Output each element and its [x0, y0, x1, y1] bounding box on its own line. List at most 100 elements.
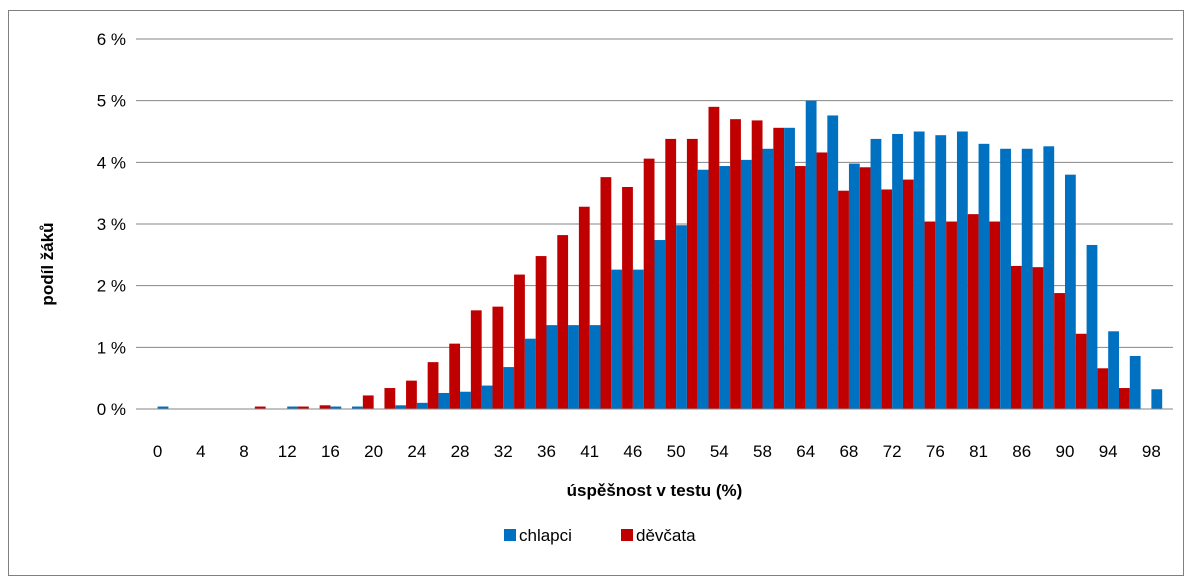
y-axis-title: podíl žáků [38, 222, 57, 305]
bar-divcata [298, 406, 309, 409]
bar-divcata [535, 256, 547, 409]
x-tick-label: 32 [494, 442, 513, 461]
bar-chlapci [870, 138, 882, 409]
bar-divcata [686, 138, 698, 409]
bar-chlapci [1151, 389, 1163, 409]
x-tick-label: 12 [278, 442, 297, 461]
y-tick-label: 3 % [97, 215, 126, 234]
bar-chlapci [1043, 146, 1055, 410]
bar-chlapci [524, 338, 536, 409]
x-tick-label: 8 [239, 442, 248, 461]
y-tick-label: 0 % [97, 400, 126, 419]
bar-chlapci [676, 225, 687, 409]
y-tick-label: 5 % [97, 92, 126, 111]
bar-divcata [794, 166, 806, 409]
y-tick-label: 2 % [97, 277, 126, 296]
x-tick-label: 24 [407, 442, 426, 461]
y-tick-label: 1 % [97, 338, 126, 357]
x-tick-label: 64 [796, 442, 815, 461]
x-tick-label: 90 [1056, 442, 1075, 461]
bar-chlapci [1000, 148, 1011, 409]
bar-chlapci [827, 115, 839, 409]
bar-divcata [989, 221, 1001, 409]
x-tick-label: 81 [969, 442, 988, 461]
bar-divcata [1032, 267, 1044, 409]
bar-chlapci [1108, 331, 1119, 409]
bar-divcata [816, 152, 828, 409]
bar-chlapci [330, 406, 342, 409]
bar-chlapci [416, 402, 428, 409]
bar-chlapci [546, 325, 558, 409]
x-tick-label: 54 [710, 442, 729, 461]
bar-divcata [622, 187, 633, 409]
bar-chlapci [913, 131, 925, 409]
bar-divcata [578, 206, 590, 409]
x-tick-label: 20 [364, 442, 383, 461]
x-tick-label: 28 [451, 442, 470, 461]
bar-divcata [946, 221, 957, 409]
x-tick-label: 16 [321, 442, 340, 461]
bar-chlapci [460, 391, 471, 409]
legend-label-divcata: děvčata [636, 526, 696, 545]
x-tick-label: 68 [839, 442, 858, 461]
chart-area: 0 % 1 % 2 % 3 % 4 % 5 % 6 % 0 4 8 12 16 20 24 28 32 36 41… [8, 10, 1184, 576]
bar-divcata [600, 177, 612, 409]
bar-chart: 0 % 1 % 2 % 3 % 4 % 5 % 6 % 0 4 8 12 16 20 24 28 32 36 41… [38, 30, 1173, 545]
bar-chlapci [762, 148, 774, 409]
bar-chlapci [784, 127, 795, 410]
bar-chlapci [395, 405, 407, 409]
y-tick-label: 4 % [97, 153, 126, 172]
bar-divcata [924, 221, 936, 409]
x-tick-label: 41 [580, 442, 599, 461]
bar-divcata [470, 310, 482, 409]
bar-divcata [319, 405, 331, 409]
bar-divcata [773, 127, 785, 410]
bar-divcata [557, 235, 569, 409]
bar-divcata [514, 274, 525, 409]
x-tick-label: 46 [623, 442, 642, 461]
legend-swatch-chlapci [504, 529, 516, 541]
bar-chlapci [1021, 148, 1033, 409]
x-tick-label: 50 [667, 442, 686, 461]
bar-chlapci [632, 269, 644, 409]
bar-chlapci [157, 406, 169, 409]
bar-divcata [362, 395, 374, 409]
bar-divcata [427, 362, 439, 409]
bar-divcata [406, 380, 417, 409]
x-tick-label: 86 [1012, 442, 1031, 461]
x-tick-label: 36 [537, 442, 556, 461]
bar-chlapci [481, 385, 493, 409]
bar-divcata [1097, 368, 1109, 409]
x-axis-title: úspěšnost v testu (%) [567, 481, 743, 500]
bar-chlapci [697, 169, 709, 409]
bar-chlapci [352, 406, 363, 409]
bar-divcata [859, 167, 871, 409]
bar-divcata [1075, 333, 1087, 409]
x-tick-label: 58 [753, 442, 772, 461]
x-tick-label: 4 [196, 442, 205, 461]
bar-chlapci [978, 143, 990, 410]
bar-divcata [492, 306, 504, 409]
bar-divcata [1118, 388, 1130, 409]
legend-swatch-divcata [621, 529, 633, 541]
bar-chlapci [438, 392, 450, 409]
bar-chlapci [1129, 355, 1141, 409]
bar-divcata [1010, 265, 1022, 409]
bar-divcata [708, 106, 720, 409]
x-tick-label: 72 [883, 442, 902, 461]
bar-divcata [881, 189, 893, 409]
bar-chlapci [503, 367, 515, 409]
x-tick-label: 98 [1142, 442, 1161, 461]
bar-divcata [902, 179, 914, 409]
bar-chlapci [740, 159, 752, 409]
bar-divcata [643, 158, 655, 409]
bar-chlapci [719, 166, 731, 409]
bar-divcata [384, 388, 396, 409]
bar-chlapci [589, 325, 601, 409]
bar-chlapci [956, 131, 968, 409]
bar-chlapci [654, 240, 666, 409]
bar-divcata [967, 214, 979, 409]
x-tick-label: 0 [153, 442, 162, 461]
bar-chlapci [568, 325, 579, 409]
bar-chlapci [848, 163, 860, 409]
